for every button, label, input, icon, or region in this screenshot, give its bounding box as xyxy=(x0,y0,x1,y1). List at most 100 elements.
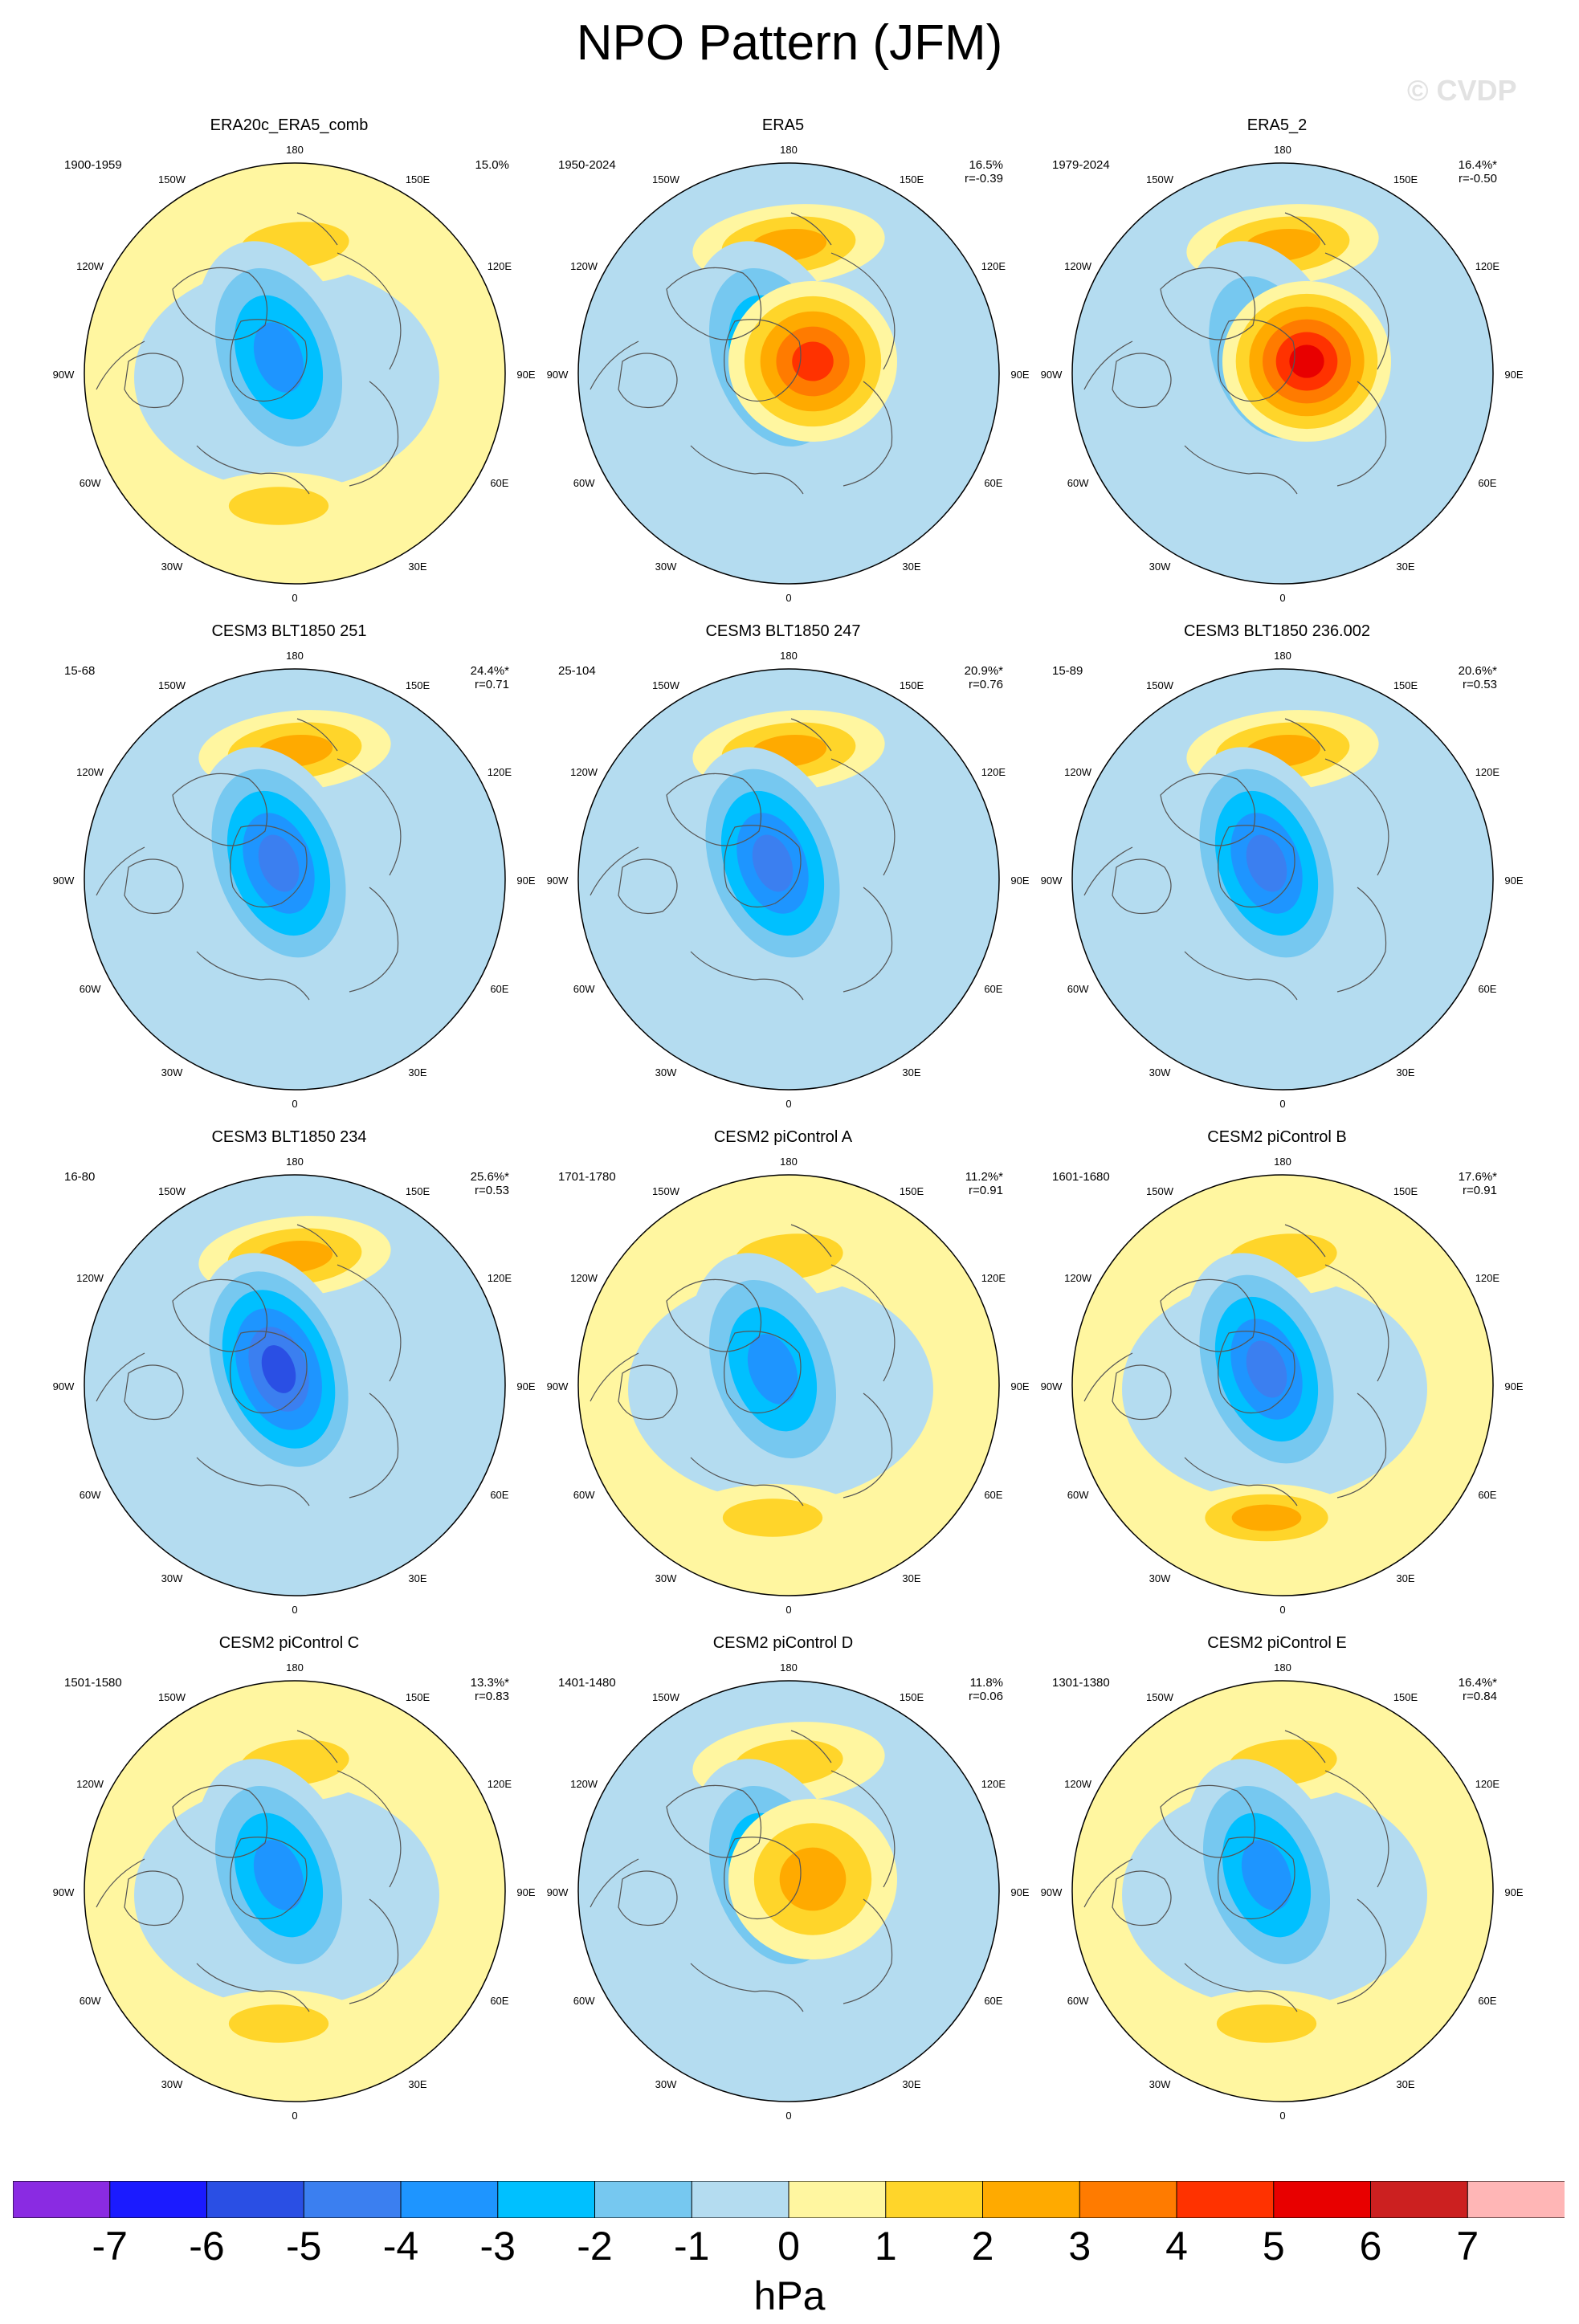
coastline xyxy=(790,1730,832,1763)
longitude-label: 60W xyxy=(1067,1995,1089,2007)
coastline xyxy=(1218,1331,1295,1414)
colorbar-tick: 5 xyxy=(1262,2224,1285,2269)
coastline xyxy=(666,773,762,846)
coastline xyxy=(790,718,832,752)
longitude-label: 90E xyxy=(1504,1380,1523,1392)
longitude-label: 90E xyxy=(516,1886,535,1898)
panel-years: 1979-2024 xyxy=(1052,158,1110,172)
longitude-label: 90W xyxy=(1041,875,1063,887)
longitude-label: 0 xyxy=(1279,2110,1285,2122)
coastline xyxy=(618,858,678,915)
colorbar-tick: -6 xyxy=(189,2224,225,2269)
longitude-label: 150E xyxy=(406,1185,430,1197)
panel-pct: 17.6%* xyxy=(1458,1170,1497,1184)
colorbar-segment xyxy=(109,2181,208,2218)
coastline xyxy=(349,381,399,487)
colorbar-tick: -2 xyxy=(577,2224,613,2269)
coastline xyxy=(1284,1730,1326,1763)
longitude-label: 120E xyxy=(488,260,512,272)
coastline xyxy=(196,1963,310,2012)
panel-title: ERA5_2 xyxy=(1246,116,1308,134)
coastline xyxy=(124,1364,184,1421)
colorbar-segment xyxy=(1079,2181,1177,2218)
panel-corr: r=0.76 xyxy=(969,678,1003,691)
longitude-label: 120W xyxy=(76,1272,104,1284)
coastline xyxy=(172,1784,268,1858)
panel-variance-stats: 13.3%* r=0.83 xyxy=(471,1676,509,1703)
panel-corr: r=-0.39 xyxy=(965,172,1003,186)
longitude-label: 120W xyxy=(1064,1778,1092,1790)
longitude-label: 150W xyxy=(1146,1185,1174,1197)
colorbar-tick: 2 xyxy=(971,2224,994,2269)
panel-variance-stats: 15.0% xyxy=(475,158,509,172)
map-panel: ERA5_2 1979-2024 16.4%* r=-0.50 180 0 90W 90E 15… xyxy=(1020,116,1534,614)
panel-title: CESM3 BLT1850 251 xyxy=(211,622,367,640)
polar-map: 180 0 90W 90E 150W 150E 120W 120E 60W 60E 30W 30E xyxy=(547,650,1030,1110)
panel-years: 16-80 xyxy=(64,1170,96,1184)
colorbar-segment xyxy=(1467,2181,1565,2218)
map-panel: CESM2 piControl E 1301-1380 16.4%* r=0.84 18… xyxy=(1020,1634,1534,2132)
panel-corr: r=0.84 xyxy=(1463,1690,1497,1703)
longitude-label: 90W xyxy=(547,1380,569,1392)
arctic-low xyxy=(1246,1340,1287,1398)
panel-corr: r=0.53 xyxy=(1463,678,1497,691)
longitude-label: 90W xyxy=(53,875,75,887)
longitude-label: 150E xyxy=(406,1691,430,1703)
coastline xyxy=(1184,951,1298,1001)
longitude-label: 120E xyxy=(1475,1778,1500,1790)
coastline xyxy=(196,445,310,495)
longitude-label: 0 xyxy=(1279,1098,1285,1110)
coastline xyxy=(337,1770,402,1888)
coastline xyxy=(230,825,308,908)
coastline xyxy=(1112,1870,1172,1926)
longitude-label: 60W xyxy=(1067,983,1089,995)
coastline xyxy=(1160,773,1256,846)
watermark: © CVDP xyxy=(1407,74,1517,107)
panel-pct: 15.0% xyxy=(475,158,509,172)
longitude-label: 60E xyxy=(1478,1489,1496,1501)
colorbar-units: hPa xyxy=(753,2273,826,2318)
arctic-low xyxy=(258,834,300,892)
longitude-label: 0 xyxy=(785,2110,791,2122)
longitude-label: 180 xyxy=(780,1661,798,1674)
coastline xyxy=(296,212,338,246)
longitude-label: 0 xyxy=(785,592,791,604)
coastline xyxy=(1324,252,1389,370)
longitude-label: 30W xyxy=(655,561,677,573)
coastline xyxy=(124,1870,184,1926)
longitude-label: 150W xyxy=(158,173,186,186)
coastline xyxy=(590,1858,639,1908)
colorbar-segment xyxy=(885,2181,984,2218)
longitude-label: 60W xyxy=(1067,1489,1089,1501)
siberia-high xyxy=(779,1847,847,1911)
longitude-label: 30E xyxy=(1396,2078,1414,2090)
map-boundary xyxy=(1071,1680,1494,2102)
longitude-label: 150E xyxy=(900,173,924,186)
longitude-label: 120W xyxy=(76,766,104,778)
panel-pct: 13.3%* xyxy=(470,1676,509,1690)
coastline xyxy=(666,1784,762,1858)
panel-title: CESM2 piControl D xyxy=(712,1634,854,1652)
longitude-label: 0 xyxy=(785,1098,791,1110)
coastline xyxy=(843,381,893,487)
panel-years: 15-68 xyxy=(64,664,96,678)
panel-corr: r=-0.50 xyxy=(1459,172,1497,186)
longitude-label: 30E xyxy=(1396,561,1414,573)
coastline xyxy=(618,1364,678,1421)
coastline xyxy=(1184,1963,1298,2012)
panel-title: CESM3 BLT1850 236.002 xyxy=(1183,622,1370,640)
longitude-label: 90W xyxy=(1041,369,1063,381)
longitude-label: 90W xyxy=(1041,1886,1063,1898)
longitude-label: 150E xyxy=(1393,173,1418,186)
coastline xyxy=(1083,846,1133,896)
panel-variance-stats: 20.6%* r=0.53 xyxy=(1459,664,1497,691)
longitude-label: 60E xyxy=(984,477,1002,489)
coastline xyxy=(830,252,896,370)
longitude-label: 0 xyxy=(292,1098,297,1110)
longitude-label: 90W xyxy=(547,1886,569,1898)
colorbar-segment xyxy=(206,2181,305,2218)
coastline xyxy=(1083,340,1133,390)
coastline xyxy=(590,340,639,390)
panel-pct: 20.6%* xyxy=(1458,664,1497,678)
panel-pct: 11.8% xyxy=(969,1676,1003,1690)
